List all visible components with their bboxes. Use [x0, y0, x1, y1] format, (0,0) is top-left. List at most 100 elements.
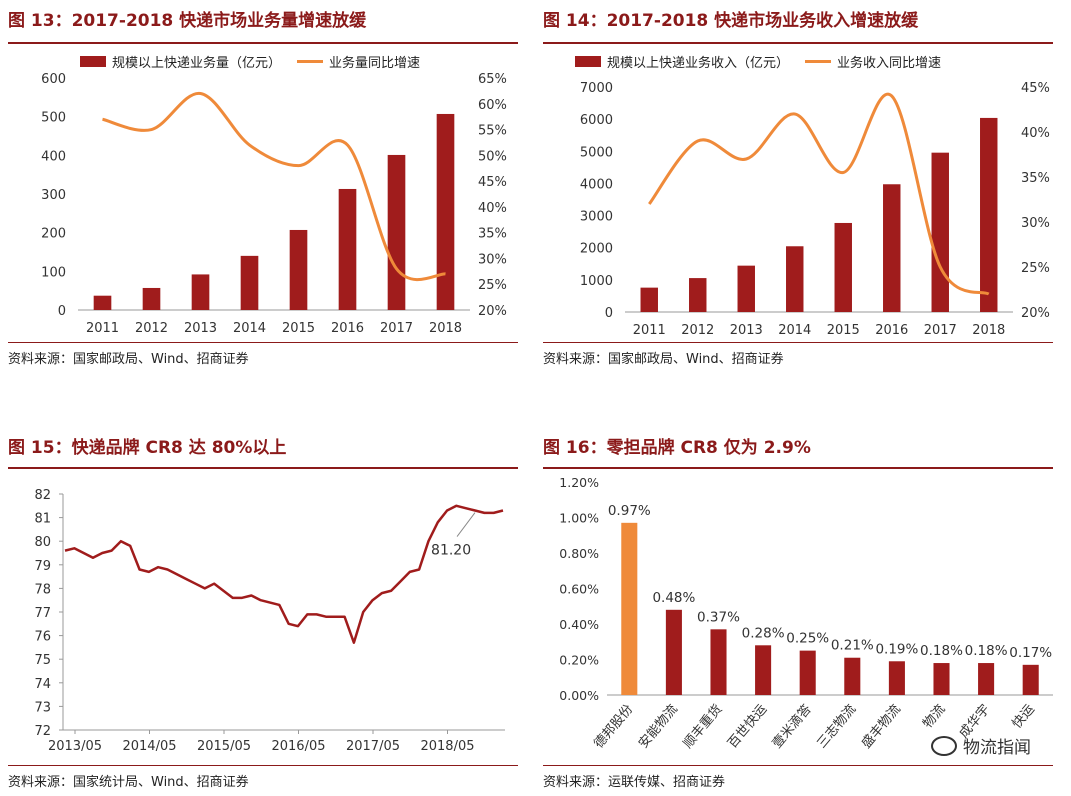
- figure-13: 图 13：2017-2018 快递市场业务量增速放缓 规模以上快递业务量（亿元）…: [0, 0, 525, 380]
- figure-13-legend: 规模以上快递业务量（亿元） 业务量同比增速: [80, 52, 420, 71]
- bar: [888, 661, 905, 695]
- x-tick-label: 2015: [282, 321, 315, 336]
- x-tick-label: 2016: [331, 321, 364, 336]
- figure-14-source: 资料来源：国家邮政局、Wind、招商证券: [543, 352, 784, 367]
- y-tick-label: 0: [605, 306, 613, 321]
- bar: [786, 246, 804, 312]
- bar: [883, 184, 901, 312]
- figure-15-source: 资料来源：国家统计局、Wind、招商证券: [8, 775, 249, 790]
- y-tick-label: 0.20%: [559, 653, 599, 668]
- bar: [621, 522, 638, 695]
- x-tick-label: 2011: [633, 323, 666, 338]
- legend-bar-swatch: [80, 56, 106, 67]
- y-tick-label: 0.40%: [559, 617, 599, 632]
- y-tick-label: 78: [34, 582, 51, 597]
- wechat-icon: [931, 735, 957, 756]
- figure-16: 图 16：零担品牌 CR8 仅为 2.9% 0.00% 0.20% 0.40% 0.6…: [535, 425, 1071, 796]
- figure-13-bottom-rule: [8, 342, 518, 343]
- y2-tick-label: 45%: [478, 175, 507, 190]
- y2-tick-label: 60%: [478, 98, 507, 113]
- y-tick-label: 500: [41, 111, 66, 126]
- y2-tick-label: 20%: [1021, 306, 1050, 321]
- y-tick-label: 0: [58, 304, 66, 319]
- y-tick-label: 4000: [580, 177, 613, 192]
- figure-15-title: 图 15：快递品牌 CR8 达 80%以上: [8, 438, 287, 458]
- bar: [289, 229, 308, 310]
- x-tick-label: 顺丰重货: [680, 701, 726, 751]
- figure-13-title: 图 13：2017-2018 快递市场业务量增速放缓: [8, 11, 367, 31]
- x-tick-label: 壹米滴答: [769, 701, 815, 751]
- bar: [640, 287, 658, 312]
- y2-tick-label: 30%: [478, 252, 507, 267]
- bar: [338, 188, 357, 310]
- x-tick-label: 2014/05: [122, 739, 176, 754]
- figure-16-chart: 0.00% 0.20% 0.40% 0.60% 0.80% 1.00% 1.20% 0.97%…: [559, 475, 1053, 751]
- x-tick-label: 2018/05: [420, 739, 474, 754]
- data-label: 0.37%: [697, 609, 740, 625]
- y-tick-label: 75: [34, 653, 51, 668]
- y2-tick-label: 45%: [1021, 81, 1050, 96]
- watermark-text: 物流指闻: [963, 738, 1031, 758]
- legend-bar-swatch: [575, 56, 601, 67]
- bar: [240, 255, 259, 310]
- y2-tick-label: 40%: [478, 201, 507, 216]
- data-label: 0.97%: [608, 503, 651, 519]
- growth-line: [648, 92, 990, 296]
- x-tick-label: 2016: [875, 323, 908, 338]
- y-tick-label: 72: [34, 724, 51, 739]
- bar: [665, 609, 682, 695]
- y-tick-label: 1000: [580, 274, 613, 289]
- figure-14-title: 图 14：2017-2018 快递市场业务收入增速放缓: [543, 11, 919, 31]
- bar: [980, 117, 998, 312]
- x-tick-label: 百世快运: [725, 702, 770, 751]
- x-tick-label: 2012: [681, 323, 714, 338]
- x-tick-label: 安能物流: [636, 702, 681, 751]
- x-tick-label: 2012: [135, 321, 168, 336]
- y-tick-label: 77: [34, 606, 51, 621]
- x-tick-label: 2017: [924, 323, 957, 338]
- y-tick-label: 100: [41, 265, 66, 280]
- data-label: 0.48%: [652, 590, 695, 606]
- x-tick-label: 2014: [778, 323, 811, 338]
- y-tick-label: 80: [34, 535, 51, 550]
- data-label: 0.19%: [875, 641, 918, 657]
- bar: [737, 265, 755, 312]
- y-tick-label: 1.00%: [559, 511, 599, 526]
- figure-16-source: 资料来源：运联传媒、招商证券: [543, 775, 726, 790]
- data-label: 0.18%: [920, 643, 963, 659]
- x-tick-label: 2017: [380, 321, 413, 336]
- bar: [689, 278, 707, 312]
- watermark: 物流指闻: [931, 733, 1031, 758]
- x-tick-label: 2015: [827, 323, 860, 338]
- figure-15-chart: 72 73 74 75 76 77 78 79 80 81 82 2013/05 2014/05 2015…: [34, 488, 505, 754]
- legend-line-label: 业务量同比增速: [329, 56, 421, 71]
- y2-tick-label: 20%: [478, 304, 507, 319]
- data-label: 0.21%: [831, 638, 874, 654]
- y-tick-label: 6000: [580, 113, 613, 128]
- y2-tick-label: 40%: [1021, 126, 1050, 141]
- y2-tick-label: 55%: [478, 124, 507, 139]
- y2-tick-label: 25%: [478, 278, 507, 293]
- y2-tick-label: 35%: [1021, 171, 1050, 186]
- x-tick-label: 三志物流: [814, 702, 859, 751]
- x-tick-label: 2016/05: [271, 739, 325, 754]
- bar: [931, 152, 949, 312]
- y2-tick-label: 30%: [1021, 216, 1050, 231]
- x-tick-label: 2014: [233, 321, 266, 336]
- bar: [755, 645, 772, 695]
- annotation-label: 81.20: [431, 543, 471, 559]
- figure-14: 图 14：2017-2018 快递市场业务收入增速放缓 规模以上快递业务收入（亿…: [535, 0, 1071, 380]
- bar: [799, 650, 816, 695]
- y-tick-label: 81: [34, 512, 51, 527]
- y-tick-label: 0.00%: [559, 688, 599, 703]
- x-tick-label: 2015/05: [197, 739, 251, 754]
- y-tick-label: 600: [41, 72, 66, 87]
- figure-14-top-rule: [543, 42, 1053, 44]
- legend-line-swatch: [297, 60, 324, 63]
- figure-15: 图 15：快递品牌 CR8 达 80%以上 72 73 74 75 76 77 78 79 80…: [0, 425, 525, 796]
- data-label: 0.17%: [1009, 645, 1052, 661]
- bar: [93, 295, 112, 310]
- figure-14-legend: 规模以上快递业务收入（亿元） 业务收入同比增速: [575, 52, 941, 71]
- legend-bar-label: 规模以上快递业务量（亿元）: [112, 56, 282, 71]
- figure-14-chart: 0 1000 2000 3000 4000 5000 6000 7000 20% 25% 30% 35…: [580, 81, 1050, 338]
